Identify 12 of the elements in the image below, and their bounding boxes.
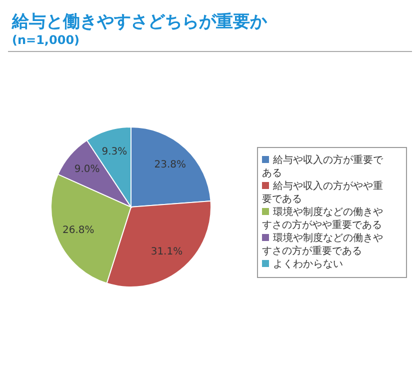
data-label: 31.1% bbox=[150, 246, 183, 258]
chart-title: 給与と働きやすさどちらが重要か bbox=[10, 11, 268, 33]
legend-label: 給与や収入の方がやや重要である bbox=[262, 180, 383, 204]
data-label: 26.8% bbox=[62, 225, 94, 236]
legend-label: 環境や制度などの働きやすさの方がやや重要である bbox=[262, 206, 383, 230]
legend-label: 給与や収入の方が重要である bbox=[262, 154, 383, 178]
data-label: 9.0% bbox=[74, 164, 100, 176]
legend-label: よくわからない bbox=[273, 258, 343, 270]
chart-subtitle: (n=1,000) bbox=[8, 33, 412, 52]
legend-label: 環境や制度などの働きやすさの方が重要である bbox=[262, 232, 383, 256]
data-label: 23.8% bbox=[154, 159, 186, 170]
data-label: 9.3% bbox=[102, 146, 128, 158]
